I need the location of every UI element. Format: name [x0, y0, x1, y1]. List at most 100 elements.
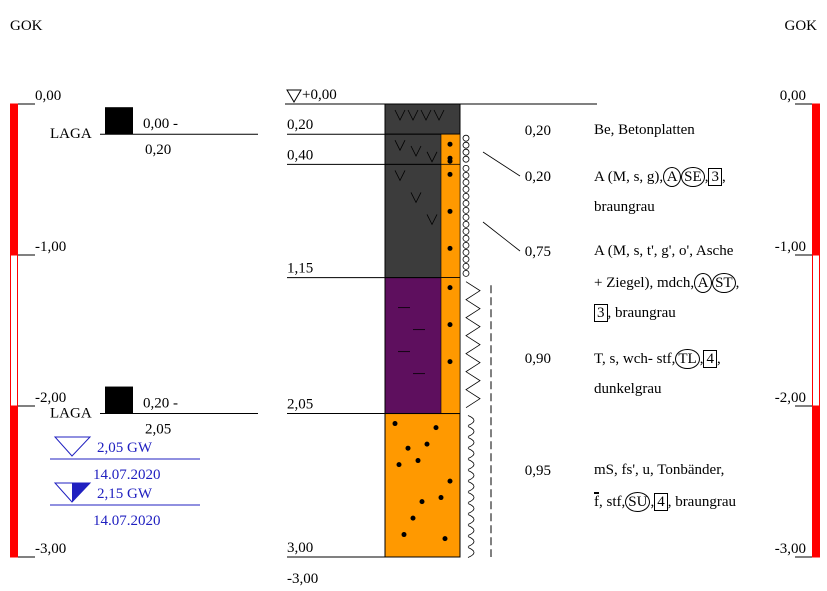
soil-symbol [463, 270, 469, 276]
gw-symbol [55, 437, 90, 456]
level-symbol [287, 90, 301, 102]
description-token: dunkelgrau [594, 381, 661, 397]
soil-symbol [468, 427, 474, 437]
soil-symbol [468, 548, 474, 558]
thickness-label: 0,20 [525, 123, 551, 139]
scale-label: -1,00 [35, 239, 66, 255]
description-token: mS, fs', u, Tonbänder, [594, 462, 724, 478]
soil-symbol [468, 416, 474, 426]
layer-description: dunkelgrau [594, 380, 661, 398]
scale-segment [813, 255, 820, 406]
scale-label: -2,00 [35, 390, 66, 406]
soil-symbol [448, 142, 453, 147]
scale-segment [813, 104, 820, 255]
soil-symbol [463, 149, 469, 155]
scale-label: -3,00 [35, 541, 66, 557]
soil-symbol [468, 438, 474, 448]
sample-to: 0,20 [145, 142, 171, 158]
description-token: + Ziegel), mdch, [594, 275, 694, 291]
soil-symbol [402, 532, 407, 537]
bottom-label: -3,00 [287, 571, 318, 587]
scale-label: 0,00 [35, 88, 61, 104]
scale-label: -2,00 [775, 390, 806, 406]
sample-from: 0,20 - [143, 396, 178, 412]
description-token: A [694, 273, 712, 293]
soil-symbol [463, 256, 469, 262]
soil-symbol [448, 322, 453, 327]
soil-symbol [425, 442, 430, 447]
soil-symbol [468, 460, 474, 470]
soil-symbol [468, 493, 474, 503]
soil-symbol [443, 536, 448, 541]
thickness-label: 0,95 [525, 463, 551, 479]
sample-to: 2,05 [145, 422, 171, 438]
scale-label: -1,00 [775, 239, 806, 255]
description-token: , braungrau [608, 305, 676, 321]
leader-line [483, 152, 520, 176]
soil-symbol [411, 516, 416, 521]
description-token: 4 [654, 493, 668, 511]
description-token: , stf, [599, 494, 625, 510]
scale-segment [11, 406, 18, 557]
soil-symbol [434, 425, 439, 430]
description-token: A [663, 167, 681, 187]
sample-from: 0,00 - [143, 116, 178, 132]
sample-label: LAGA [50, 126, 92, 142]
soil-symbol [468, 537, 474, 547]
thickness-label: 0,20 [525, 169, 551, 185]
soil-symbol [463, 263, 469, 269]
soil-symbol [463, 193, 469, 199]
depth-label: 2,05 [287, 397, 313, 413]
description-token: , [736, 275, 740, 291]
description-token: A (M, s, g), [594, 169, 663, 185]
description-token: , [722, 169, 726, 185]
soil-symbol [463, 242, 469, 248]
header-right: GOK [785, 18, 818, 34]
soil-symbol [393, 421, 398, 426]
header-left: GOK [10, 18, 43, 34]
soil-symbol [448, 285, 453, 290]
soil-symbol [448, 246, 453, 251]
gw-level: 2,15 GW [97, 486, 153, 502]
sample-marker [105, 107, 133, 134]
soil-symbol [448, 172, 453, 177]
scale-segment [11, 255, 18, 406]
description-token: T, s, wch- stf, [594, 351, 675, 367]
soil-symbol [406, 446, 411, 451]
soil-symbol [463, 179, 469, 185]
depth-label: 1,15 [287, 261, 313, 277]
borehole-log: GOK GOK +0,00 0,00-1,00-2,00-3,000,00-1,… [0, 0, 827, 591]
scale-label: -3,00 [775, 541, 806, 557]
soil-symbol [463, 214, 469, 220]
description-token: TL [675, 349, 699, 369]
depth-label: 0,20 [287, 117, 313, 133]
top-label: +0,00 [302, 87, 337, 103]
depth-label: 3,00 [287, 540, 313, 556]
soil-symbol [468, 504, 474, 514]
description-token: Be, Betonplatten [594, 122, 695, 138]
gw-date: 14.07.2020 [93, 513, 161, 529]
soil-symbol [463, 221, 469, 227]
layer-description: A (M, s, t', g', o', Asche [594, 242, 733, 260]
soil-symbol [448, 209, 453, 214]
layer-description: f, stf,SU,4, braungrau [594, 492, 736, 512]
layer [385, 414, 460, 557]
soil-symbol [468, 471, 474, 481]
soil-symbol [463, 135, 469, 141]
soil-symbol [463, 207, 469, 213]
layer-description: T, s, wch- stf,TL,4, [594, 349, 721, 369]
description-token: SU [625, 492, 650, 512]
layer-description: mS, fs', u, Tonbänder, [594, 461, 724, 479]
soil-symbol [448, 156, 453, 161]
leader-line [483, 222, 520, 251]
layer-strip [441, 278, 460, 414]
soil-symbol [466, 282, 480, 408]
soil-symbol [463, 200, 469, 206]
thickness-label: 0,75 [525, 244, 551, 260]
soil-symbol [416, 458, 421, 463]
soil-symbol [463, 228, 469, 234]
soil-symbol [463, 165, 469, 171]
soil-symbol [463, 156, 469, 162]
soil-symbol [468, 482, 474, 492]
